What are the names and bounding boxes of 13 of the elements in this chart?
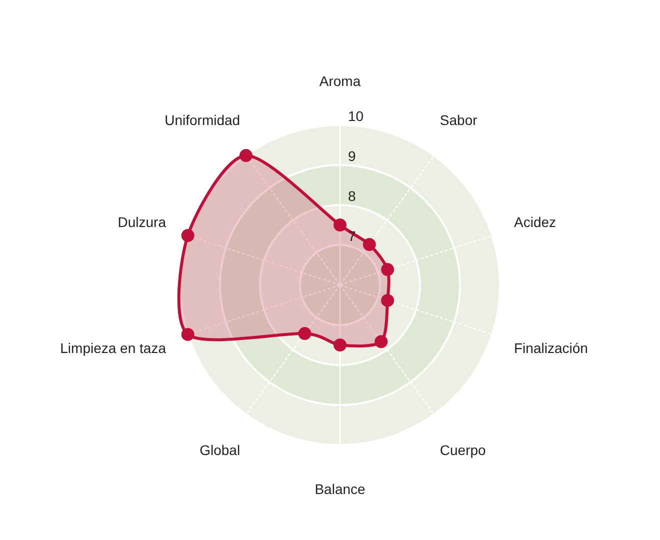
spoke-label: Sabor	[440, 112, 478, 128]
spoke-label: Balance	[314, 480, 366, 497]
spoke-label: Acidez	[514, 214, 556, 230]
y-tick-label: 10	[348, 108, 364, 124]
spoke-label: Aroma	[319, 72, 361, 89]
y-tick-label: 8	[348, 188, 356, 204]
spoke-label: Uniformidad	[164, 112, 240, 128]
y-tick-label: 9	[348, 148, 356, 164]
spoke-label: Finalización	[514, 340, 588, 356]
spoke-label: Cuerpo	[440, 442, 486, 458]
spoke-label: Dulzura	[118, 214, 166, 230]
spoke-label: Global	[200, 442, 240, 458]
spoke-label: Limpieza en taza	[60, 340, 166, 356]
